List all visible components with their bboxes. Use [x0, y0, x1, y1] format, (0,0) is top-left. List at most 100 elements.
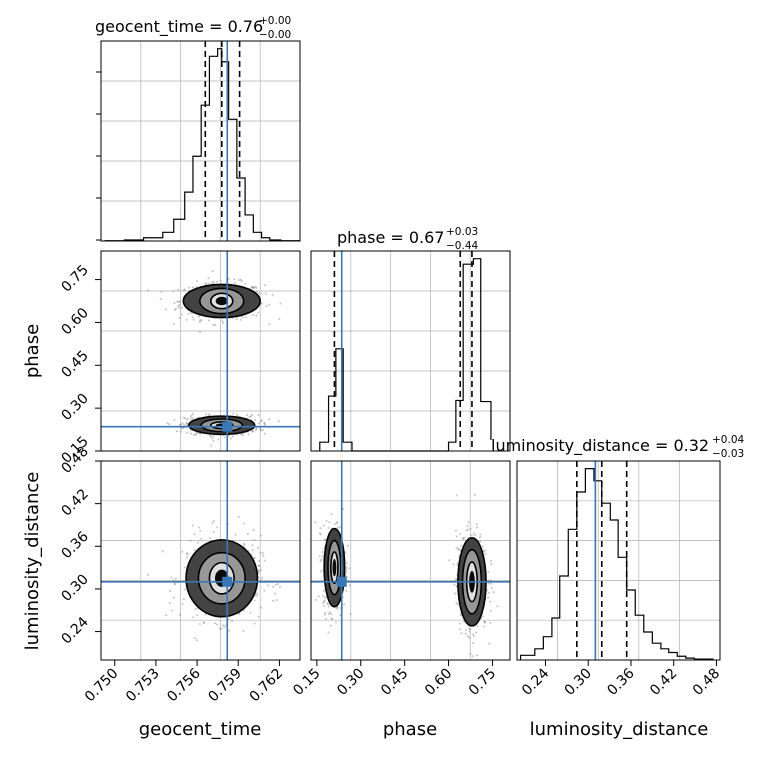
sample-point: [260, 302, 263, 305]
sample-point: [180, 423, 183, 426]
sample-point: [319, 570, 322, 573]
x-tick-label: 0.75: [466, 666, 499, 699]
contour-line: [209, 421, 234, 430]
sample-point: [271, 599, 274, 602]
x-tick-label: 0.753: [123, 666, 163, 706]
sample-point: [338, 526, 341, 529]
sample-point: [181, 550, 184, 553]
sample-point: [223, 436, 226, 439]
sample-point: [197, 526, 200, 529]
x-tick-label: 0.42: [647, 666, 680, 699]
title-geocent-time-minus: −0.00: [259, 29, 291, 41]
sample-point: [455, 602, 458, 605]
sample-point: [257, 414, 260, 417]
sample-point: [453, 583, 456, 586]
sample-point: [200, 319, 203, 322]
contour-panel-luminosity-distance-vs-geocent-time: [100, 460, 301, 661]
sample-point: [185, 422, 188, 425]
contour-frame: [310, 460, 511, 661]
sample-point: [324, 597, 327, 600]
y-tick-label: 0.24: [58, 614, 91, 647]
sample-point: [455, 578, 458, 581]
sample-point: [189, 539, 192, 542]
sample-point: [176, 300, 179, 303]
sample-point: [170, 576, 173, 579]
sample-point: [322, 594, 325, 597]
sample-point: [314, 521, 317, 524]
sample-point: [188, 286, 191, 289]
sample-point: [264, 292, 267, 295]
sample-point: [196, 614, 199, 617]
x-axis-label-geocent-time: geocent_time: [139, 719, 262, 740]
sample-point: [175, 430, 178, 433]
sample-point: [211, 270, 214, 273]
sample-point: [483, 620, 486, 623]
sample-point: [227, 618, 230, 621]
sample-point: [278, 318, 281, 321]
sample-point: [244, 282, 247, 285]
sample-point: [460, 632, 463, 635]
hist-step-line: [104, 48, 301, 242]
sample-point: [191, 316, 194, 319]
sample-point: [452, 563, 455, 566]
sample-point: [465, 529, 468, 532]
sample-point: [333, 522, 336, 525]
sample-point: [160, 290, 163, 293]
sample-point: [475, 631, 478, 634]
sample-point: [190, 418, 193, 421]
sample-point: [184, 417, 187, 420]
sample-point: [317, 595, 320, 598]
sample-point: [222, 322, 225, 325]
sample-point: [197, 315, 200, 318]
x-tick-label: 0.48: [690, 666, 723, 699]
sample-point: [272, 586, 275, 589]
sample-point: [468, 636, 471, 639]
sample-point: [253, 538, 256, 541]
title-phase-text: phase = 0.67: [337, 228, 444, 247]
sample-point: [183, 566, 186, 569]
sample-point: [198, 623, 201, 626]
sample-point: [456, 562, 459, 565]
sample-point: [181, 602, 184, 605]
contour-line: [327, 539, 342, 596]
sample-point: [164, 308, 167, 311]
sample-point: [173, 583, 176, 586]
sample-point: [210, 444, 213, 447]
title-geocent-time-text: geocent_time = 0.76: [95, 17, 263, 37]
sample-point: [461, 537, 464, 540]
y-tick-label: 0.45: [58, 348, 91, 381]
contour-frame: [100, 460, 301, 661]
sample-point: [261, 419, 264, 422]
sample-point: [459, 628, 462, 631]
contour-line: [208, 561, 235, 595]
sample-point: [479, 540, 482, 543]
sample-point: [331, 618, 334, 621]
sample-point: [252, 430, 255, 433]
sample-point: [329, 611, 332, 614]
hist-frame: [310, 250, 511, 452]
sample-point: [483, 549, 486, 552]
sample-point: [191, 413, 194, 416]
sample-point: [319, 533, 322, 536]
title-geocent-time: geocent_time = 0.76 +0.00 −0.00: [95, 15, 291, 41]
sample-point: [319, 527, 322, 530]
sample-point: [211, 280, 214, 283]
sample-point: [177, 288, 180, 291]
sample-point: [318, 555, 321, 558]
sample-point: [173, 418, 176, 421]
sample-point: [264, 559, 267, 562]
sample-point: [473, 493, 476, 496]
contour-line: [323, 527, 346, 608]
sample-point: [329, 624, 332, 627]
y-tick-label: 0.30: [58, 391, 91, 424]
sample-point: [349, 613, 352, 616]
sample-point: [459, 613, 462, 616]
sample-point: [199, 319, 202, 322]
sample-point: [342, 507, 345, 510]
contour-panel-luminosity-distance-vs-phase: [310, 460, 511, 661]
sample-point: [251, 286, 254, 289]
sample-point: [259, 429, 262, 432]
sample-point: [470, 534, 473, 537]
sample-point: [147, 289, 150, 292]
